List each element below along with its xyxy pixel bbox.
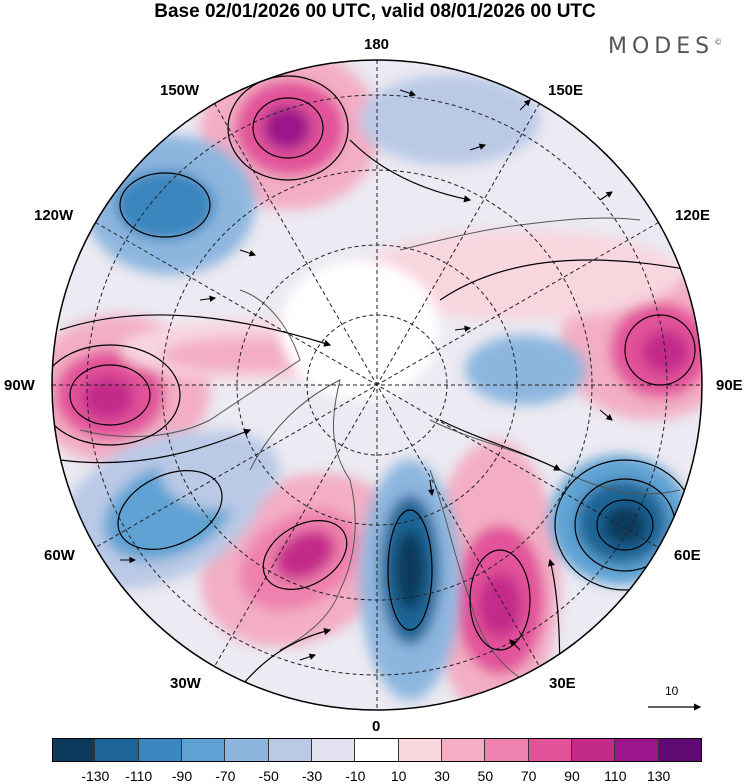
colorbar-swatch (95, 738, 139, 762)
colorbar (52, 738, 702, 762)
wind-arrow (428, 479, 435, 497)
meridian-120e-60w (95, 222, 659, 548)
streamline-flow (59, 314, 332, 347)
streamline-loop (119, 172, 211, 238)
streamline-flow (59, 428, 252, 464)
colorbar-tick-label: 130 (646, 768, 671, 784)
ridge-siberia (360, 230, 680, 320)
colorbar-swatch (355, 738, 399, 762)
colorbar-swatch (52, 738, 96, 762)
colorbar-tick-label: 30 (434, 768, 450, 784)
colorbar-swatch (268, 738, 312, 762)
anomaly-field (52, 60, 702, 710)
wind-arrow (519, 99, 531, 111)
streamline-loop (117, 470, 223, 550)
streamline-flow (439, 259, 692, 301)
trough-siberia (465, 335, 585, 405)
ridge-90w-core (82, 376, 134, 420)
trough-60e-core (603, 505, 647, 545)
colorbar-tick-label: 90 (564, 768, 580, 784)
streamline-loop (624, 314, 696, 386)
colorbar-tick-label: 50 (477, 768, 494, 784)
colorbar-tick-label: -30 (301, 768, 323, 784)
reference-vector-label: 10 (665, 684, 679, 698)
streamline-loop (596, 499, 654, 551)
ridge-150w-core (263, 106, 311, 150)
streamline-loop (469, 549, 531, 651)
colorbar-tick-label: -50 (258, 768, 279, 784)
lon-label-60w: 60W (44, 547, 75, 564)
brand-mark: © (714, 37, 723, 47)
streamline-flow (439, 419, 562, 471)
streamline-loop (387, 509, 433, 631)
colorbar-swatch (571, 738, 616, 762)
colorbar-swatch (528, 738, 572, 762)
wind-arrow (199, 295, 217, 302)
streamline-flow (349, 139, 472, 203)
lon-label-180: 180 (364, 36, 390, 53)
coast-greenland (249, 379, 356, 651)
lon-label-150e: 150E (548, 82, 584, 99)
wind-arrow (469, 143, 487, 151)
colorbar-swatch (311, 738, 356, 762)
colorbar-tick-label: -10 (345, 768, 366, 784)
colorbar-swatch (485, 738, 529, 762)
lon-label-90e: 90E (716, 377, 743, 394)
colorbar-tick-label: -130 (81, 768, 110, 784)
colorbar-swatch (138, 738, 182, 762)
lon-label-30e: 30E (549, 675, 576, 692)
colorbar-tick-label: 70 (520, 768, 537, 784)
streamline-loop (262, 520, 348, 590)
lon-label-120e: 120E (675, 207, 711, 224)
lon-label-90w: 90W (4, 377, 35, 394)
lon-label-0: 0 (372, 718, 381, 735)
trough-hudson (160, 430, 280, 510)
colorbar-swatch (615, 738, 659, 762)
map-title: Base 02/01/2026 00 UTC, valid 08/01/2026… (154, 1, 596, 22)
wind-arrow (599, 191, 613, 201)
wind-vectors (120, 89, 613, 661)
wind-arrow (509, 639, 521, 651)
colorbar-swatch (398, 738, 442, 762)
colorbar-tick-label: 10 (390, 768, 407, 784)
wind-arrow (454, 325, 472, 332)
wind-arrow (239, 249, 257, 257)
neutral-polar-area (280, 260, 440, 400)
colorbar-tick-label: -110 (125, 768, 153, 784)
ridge-45w-core (275, 530, 335, 580)
streamline-loop (52, 344, 181, 446)
trough-10e-core (395, 530, 425, 610)
colorbar-swatch (225, 738, 269, 762)
colorbar-swatch (441, 738, 486, 762)
trough-120w-core (115, 170, 215, 240)
trough-150e (360, 75, 540, 165)
streamline-loop (252, 97, 324, 159)
streamline-loop (69, 364, 151, 426)
wind-arrow (599, 409, 613, 421)
ridge-30e-core (478, 573, 522, 637)
graticule (52, 60, 702, 710)
lon-label-60e: 60E (674, 547, 701, 564)
lon-label-30w: 30W (170, 675, 201, 692)
coast-canada (79, 289, 301, 438)
streamline-loop (227, 75, 349, 181)
wind-arrow (299, 653, 317, 661)
colorbar-tick-label: -90 (171, 768, 193, 784)
brand-text: MODES (608, 34, 715, 59)
lon-label-150w: 150W (160, 82, 200, 99)
wind-arrow (399, 89, 417, 97)
colorbar-tick-label: 110 (604, 768, 627, 784)
modes-logo: MODES© (608, 34, 722, 59)
colorbar-tick-label: -70 (215, 768, 236, 784)
lon-label-120w: 120W (34, 207, 74, 224)
colorbar-swatch (181, 738, 226, 762)
map-boundary (51, 59, 703, 711)
colorbar-swatch (658, 738, 702, 762)
